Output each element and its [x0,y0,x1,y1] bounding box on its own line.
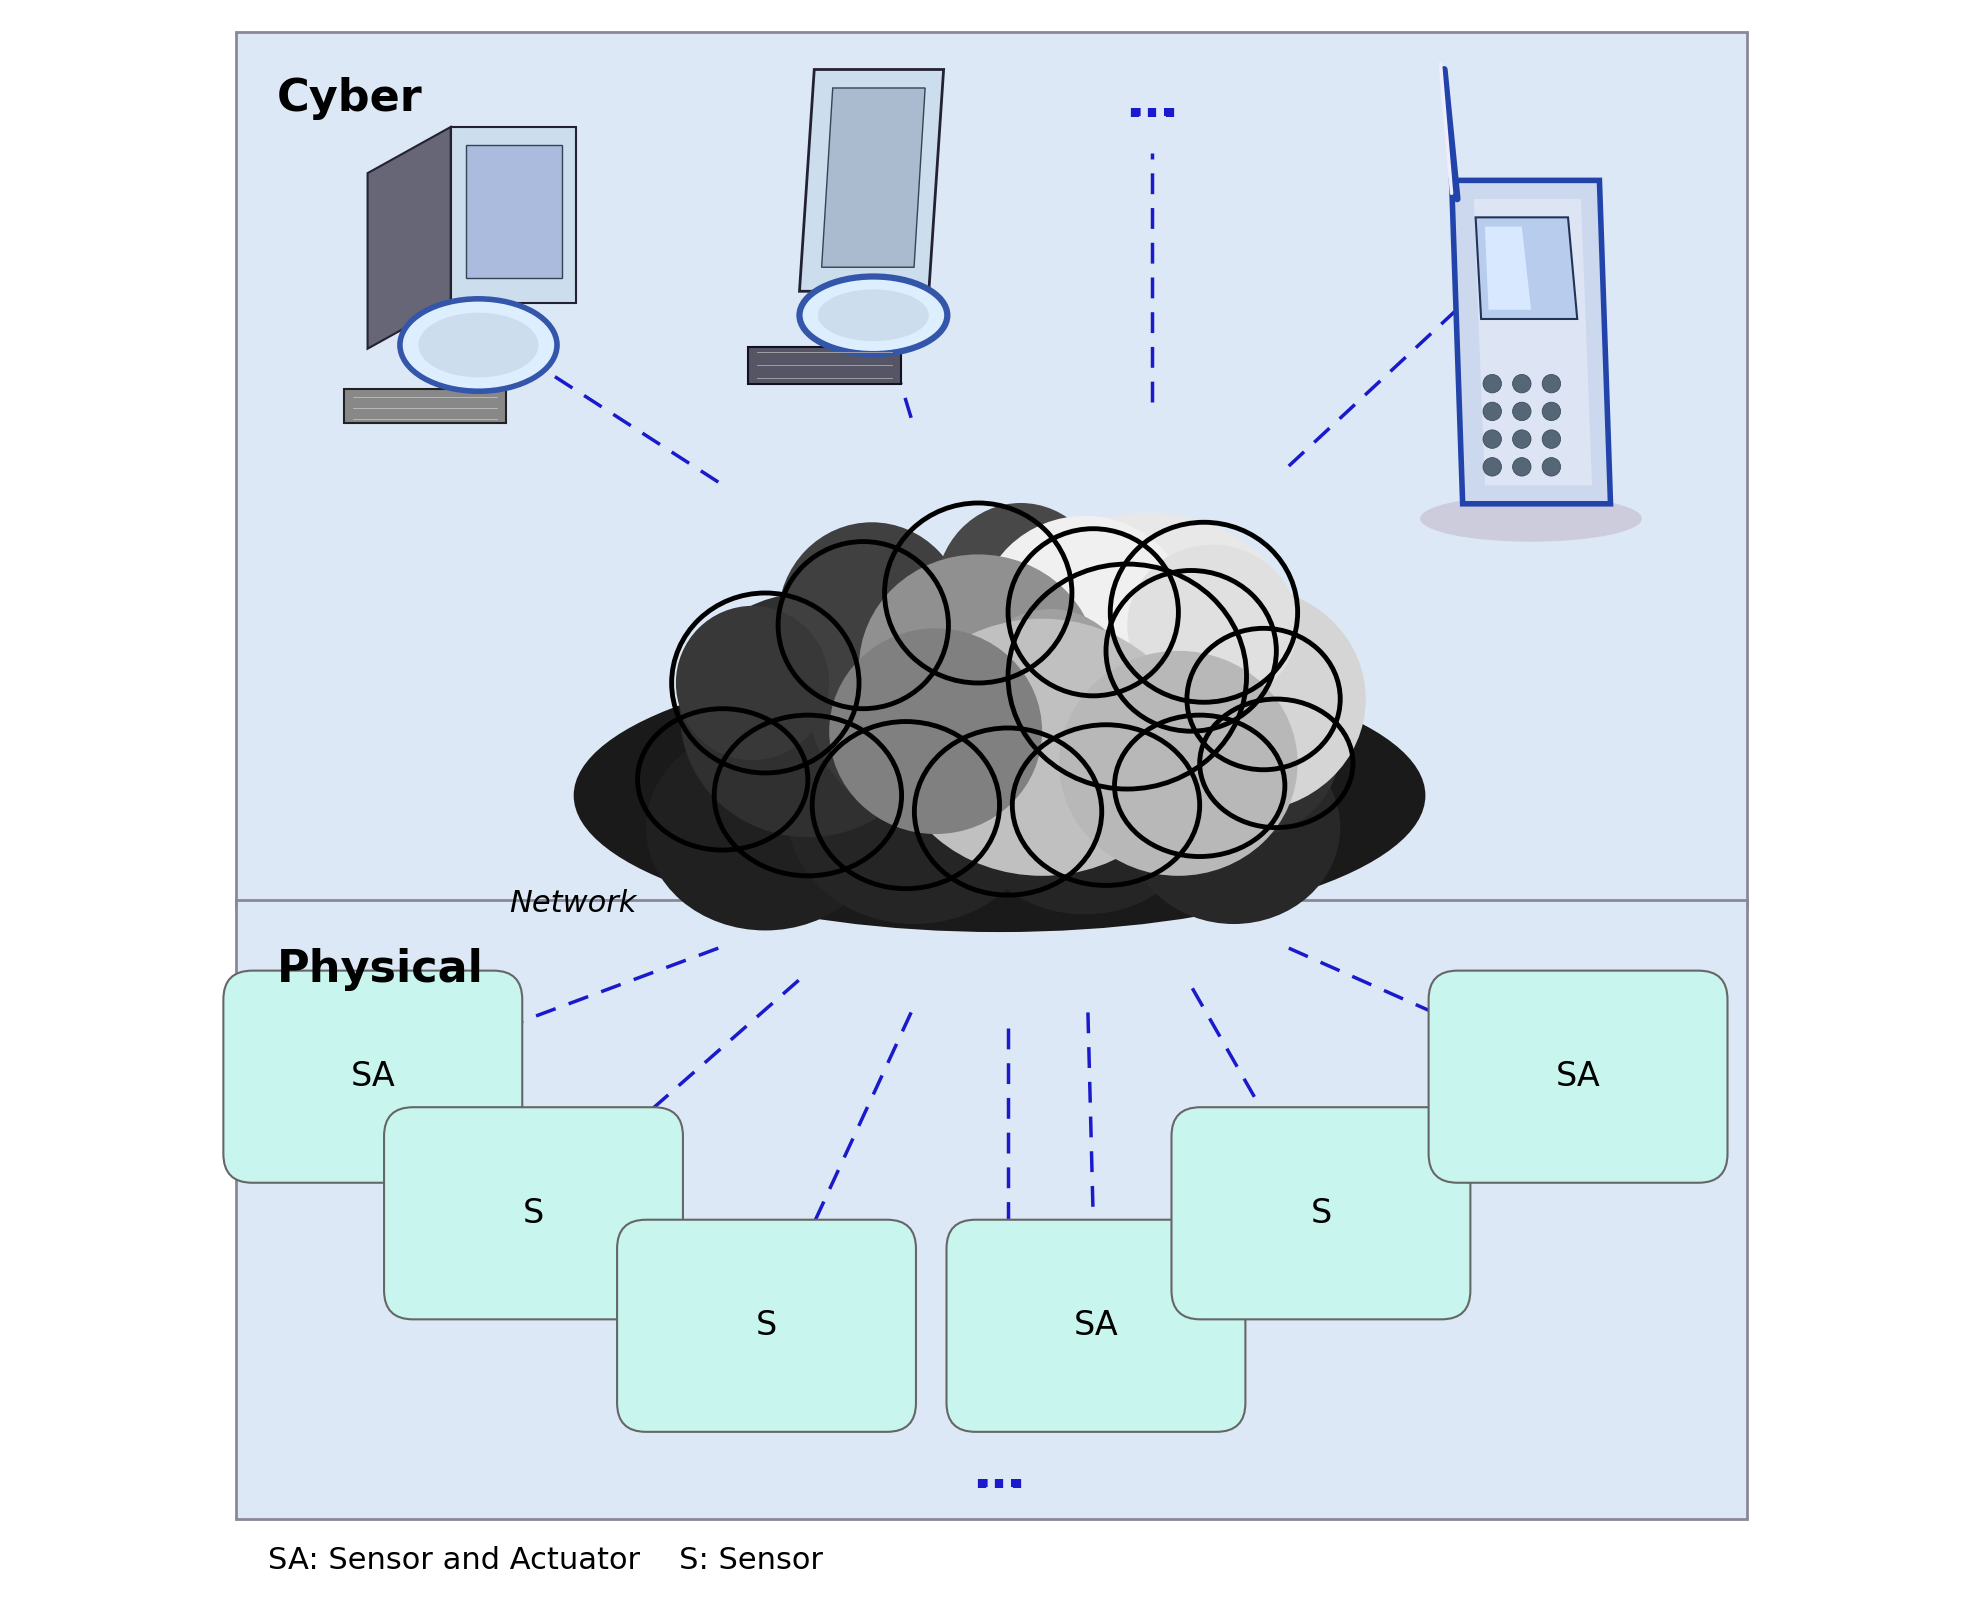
Text: SA: SA [1072,1310,1118,1342]
Text: S: S [755,1310,777,1342]
Ellipse shape [817,289,928,341]
FancyBboxPatch shape [616,1220,916,1432]
Polygon shape [747,347,900,384]
FancyBboxPatch shape [236,32,1746,908]
Ellipse shape [1126,587,1366,812]
Circle shape [1512,402,1530,421]
FancyBboxPatch shape [1171,1107,1469,1319]
Polygon shape [367,127,450,349]
Text: Cyber: Cyber [275,77,422,121]
Text: Physical: Physical [275,948,484,992]
Ellipse shape [1126,545,1296,705]
Text: SA: SA [351,1061,394,1093]
Text: ...: ... [1128,84,1175,125]
Circle shape [1512,429,1530,448]
Circle shape [1542,458,1560,476]
Ellipse shape [1084,564,1237,725]
Polygon shape [821,88,926,267]
Ellipse shape [787,699,1043,924]
Polygon shape [1451,180,1609,505]
Text: ...: ... [1124,82,1179,127]
Circle shape [1483,458,1500,476]
Ellipse shape [892,619,1191,876]
Ellipse shape [987,513,1310,821]
Ellipse shape [828,628,1043,834]
Polygon shape [450,127,577,302]
Circle shape [1512,458,1530,476]
Ellipse shape [777,522,965,715]
Ellipse shape [573,659,1425,932]
Ellipse shape [936,503,1106,683]
FancyBboxPatch shape [236,900,1746,1519]
Text: ...: ... [975,1454,1023,1496]
Circle shape [1483,402,1500,421]
Text: SA: SA [1556,1061,1599,1093]
Ellipse shape [1152,657,1340,837]
Ellipse shape [1126,731,1340,924]
Ellipse shape [965,609,1136,789]
Polygon shape [343,389,505,423]
Ellipse shape [977,516,1191,722]
Text: SA: Sensor and Actuator    S: Sensor: SA: Sensor and Actuator S: Sensor [268,1546,823,1575]
Ellipse shape [676,606,828,760]
Ellipse shape [1419,495,1641,542]
Ellipse shape [965,709,1203,914]
Circle shape [1542,429,1560,448]
Ellipse shape [1058,651,1296,876]
Ellipse shape [858,554,1096,779]
FancyBboxPatch shape [945,1220,1245,1432]
Polygon shape [1473,199,1592,485]
Polygon shape [1475,217,1576,318]
Polygon shape [466,146,561,278]
FancyBboxPatch shape [385,1107,682,1319]
Text: Network: Network [509,889,636,918]
Ellipse shape [646,725,884,930]
FancyBboxPatch shape [224,971,521,1183]
Ellipse shape [418,313,539,378]
FancyBboxPatch shape [1427,971,1726,1183]
Circle shape [1483,374,1500,394]
Ellipse shape [799,276,947,354]
Circle shape [1542,374,1560,394]
Circle shape [1512,374,1530,394]
Polygon shape [1485,227,1530,310]
Text: S: S [523,1197,543,1229]
Ellipse shape [999,599,1237,831]
Text: ...: ... [971,1453,1027,1498]
Polygon shape [799,69,943,291]
Circle shape [1542,402,1560,421]
Text: S: S [1310,1197,1330,1229]
Circle shape [1483,429,1500,448]
Ellipse shape [400,299,557,391]
Ellipse shape [807,564,1106,834]
Ellipse shape [680,593,936,837]
